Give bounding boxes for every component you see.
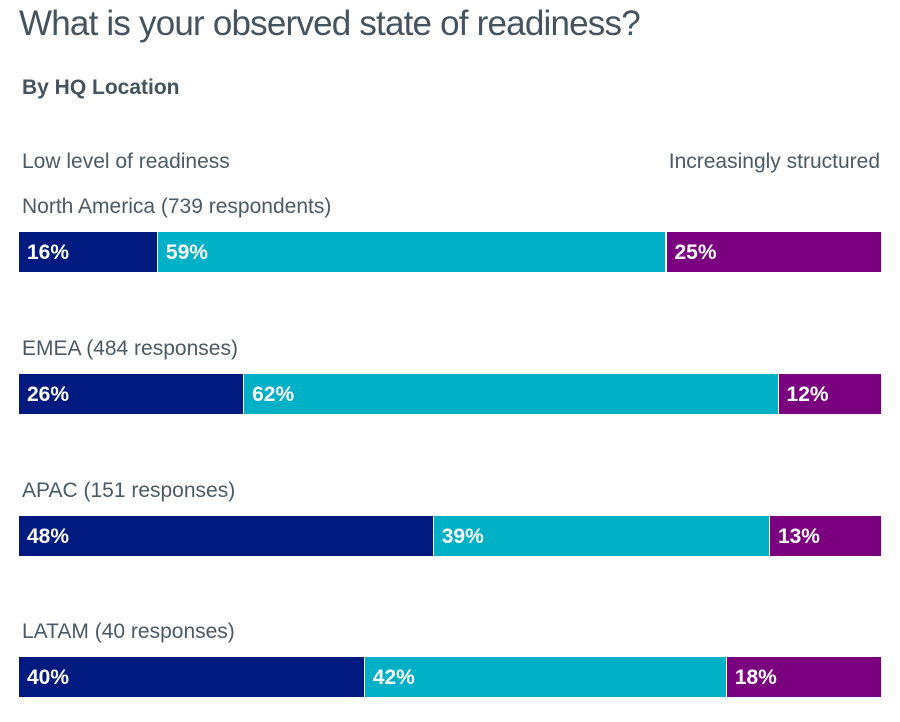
bar-segment: 62% [243,374,778,414]
bar-segment: 26% [19,374,244,414]
bar-segment: 48% [19,516,433,556]
data-label: 62% [252,383,295,406]
category-label: EMEA (484 responses) [22,337,238,360]
bar-segment: 25% [665,232,881,272]
bar-segment: 16% [19,232,157,272]
scale-right-label: Increasingly structured [668,150,880,173]
bar-segment: 39% [432,516,769,556]
bar-segment: 42% [363,657,726,697]
bar-segment: 59% [156,232,666,272]
category-label: North America (739 respondents) [22,195,332,218]
data-label: 25% [674,241,717,264]
bar-segment: 18% [725,657,881,697]
bar-segment: 12% [777,374,881,414]
data-label: 12% [786,383,829,406]
bar-row: 40% 42% 18% [19,657,881,697]
category-label: APAC (151 responses) [22,479,236,502]
data-label: 48% [27,525,70,548]
bar-segment: 40% [19,657,364,697]
data-label: 39% [441,525,484,548]
bar-segment: 13% [768,516,881,556]
bar-row: 16% 59% 25% [19,232,881,272]
data-label: 40% [27,666,70,689]
chart-title: What is your observed state of readiness… [19,4,641,43]
bar-row: 26% 62% 12% [19,374,881,414]
data-label: 16% [27,241,70,264]
data-label: 42% [372,666,415,689]
bar-row: 48% 39% 13% [19,516,881,556]
data-label: 13% [777,525,820,548]
scale-left-label: Low level of readiness [22,150,230,173]
chart-subtitle: By HQ Location [22,76,180,99]
data-label: 59% [165,241,208,264]
data-label: 26% [27,383,70,406]
category-label: LATAM (40 responses) [22,620,235,643]
data-label: 18% [734,666,777,689]
